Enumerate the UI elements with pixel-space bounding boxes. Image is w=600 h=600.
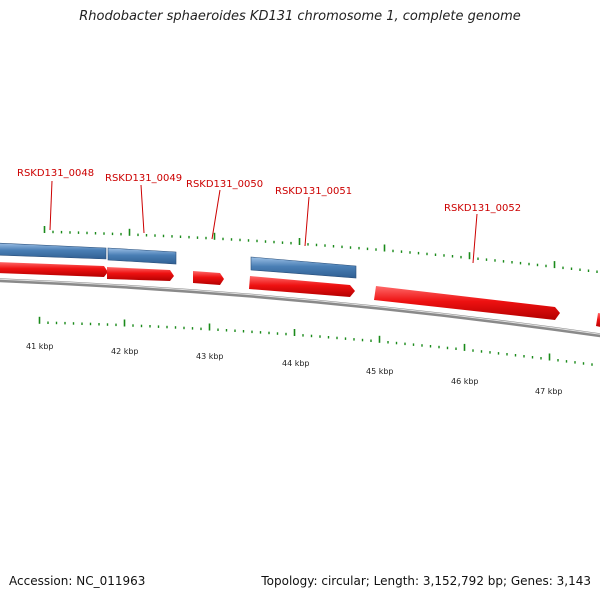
kbp-label: 41 kbp (26, 342, 54, 351)
gene-label[interactable]: RSKD131_0051 (275, 186, 352, 197)
kbp-label: 46 kbp (451, 377, 479, 386)
chromosome-backbone-highlight (0, 278, 600, 335)
kbp-label: 47 kbp (535, 387, 563, 396)
accession-text: Accession: NC_011963 (9, 574, 146, 588)
genome-summary-text: Topology: circular; Length: 3,152,792 bp… (261, 574, 591, 588)
gene-bar-blue[interactable] (250, 256, 357, 279)
kbp-label: 43 kbp (196, 352, 224, 361)
kbp-labels: 41 kbp 42 kbp 43 kbp 44 kbp 45 kbp 46 kb… (26, 342, 563, 396)
gene-bar-blue[interactable] (107, 247, 177, 265)
kbp-label: 42 kbp (111, 347, 139, 356)
cds-arrow[interactable] (0, 262, 108, 277)
cds-arrow[interactable] (193, 271, 224, 285)
cds-arrow[interactable] (596, 313, 600, 328)
cds-arrow[interactable] (249, 276, 355, 297)
cds-arrow[interactable] (374, 286, 560, 320)
gene-label[interactable]: RSKD131_0052 (444, 203, 521, 214)
gene-track-blue (0, 242, 357, 279)
lower-tick-marks (38, 316, 593, 366)
gene-label-leaders (49, 180, 478, 264)
gene-label[interactable]: RSKD131_0050 (186, 179, 263, 190)
upper-tick-marks (43, 226, 598, 273)
gene-track-red (0, 262, 600, 328)
gene-label[interactable]: RSKD131_0048 (17, 168, 94, 179)
gene-bar-blue[interactable] (0, 242, 107, 260)
cds-arrow[interactable] (107, 267, 174, 281)
gene-label[interactable]: RSKD131_0049 (105, 173, 182, 184)
map-title: Rhodobacter sphaeroides KD131 chromosome… (79, 9, 521, 24)
kbp-label: 44 kbp (282, 359, 310, 368)
kbp-label: 45 kbp (366, 367, 394, 376)
gene-labels: RSKD131_0048 RSKD131_0049 RSKD131_0050 R… (17, 168, 521, 214)
chromosome-backbone (0, 278, 600, 338)
